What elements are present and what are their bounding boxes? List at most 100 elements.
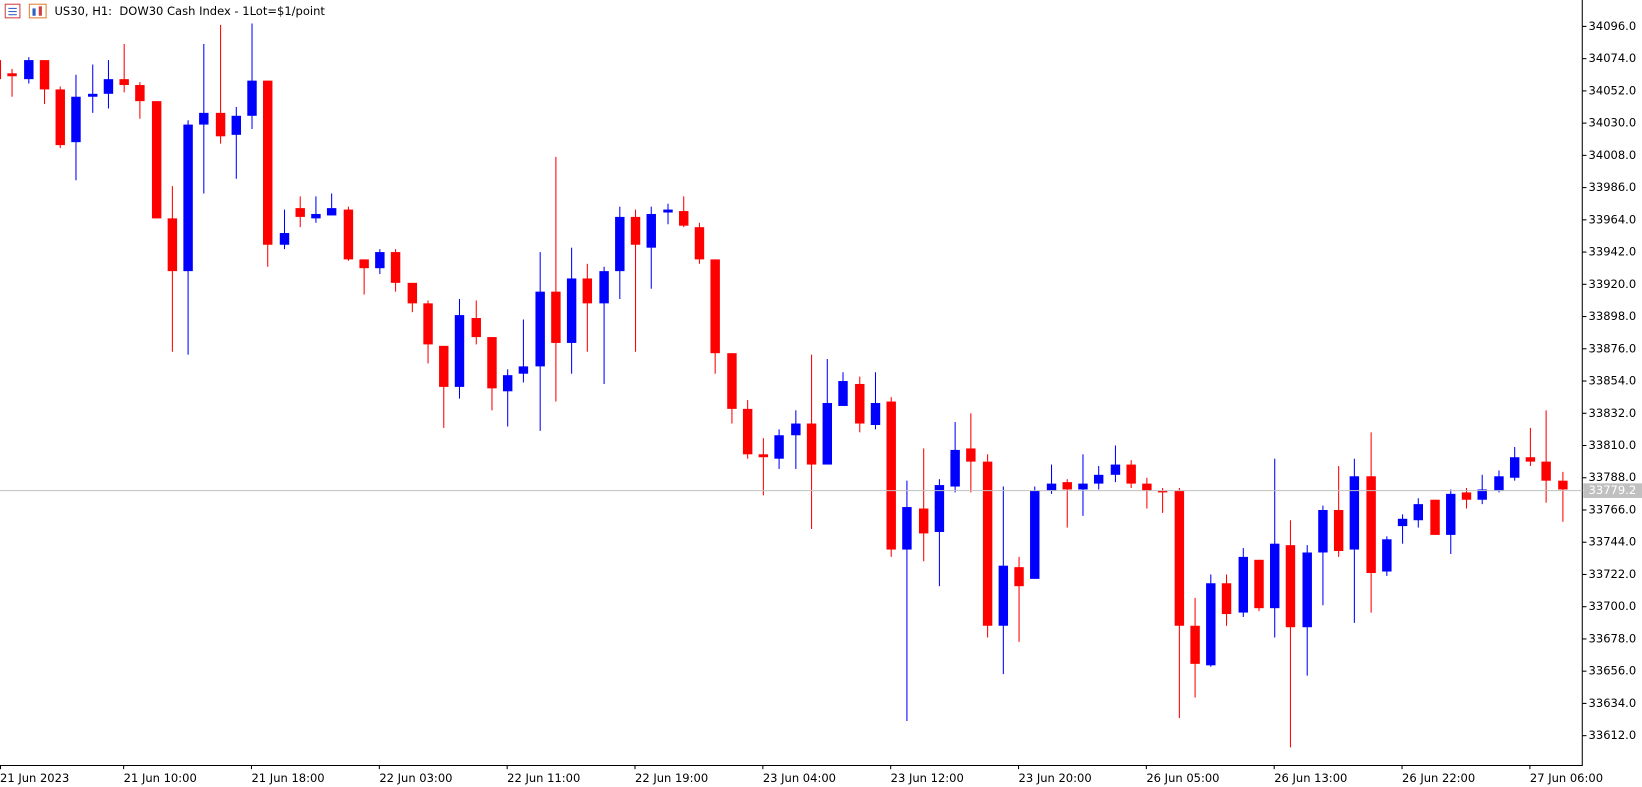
candle-body: [295, 208, 305, 217]
candle-body: [855, 383, 865, 424]
current-price-label: 33779.2: [1589, 483, 1637, 497]
y-tick-label: 34052.0: [1589, 83, 1637, 97]
y-tick-label: 33942.0: [1589, 245, 1637, 259]
candle-body: [870, 403, 881, 425]
chart-title: US30, H1: DOW30 Cash Index - 1Lot=$1/poi…: [54, 4, 325, 18]
candle-body: [326, 208, 337, 216]
candle-body: [1558, 480, 1568, 490]
y-tick-label: 33986.0: [1589, 180, 1637, 194]
x-tick-label: 21 Jun 2023: [0, 771, 69, 785]
candle-body: [1093, 474, 1104, 484]
candle-body: [1366, 476, 1376, 573]
candle-body: [390, 252, 401, 283]
y-tick-label: 33766.0: [1589, 502, 1637, 516]
icon-bar: [32, 8, 36, 16]
y-tick-label: 33788.0: [1589, 470, 1637, 484]
current-price-box: [1583, 483, 1642, 498]
candle-body: [454, 315, 465, 387]
candle-body: [343, 209, 354, 260]
candle-body: [1126, 464, 1136, 484]
candle-body: [950, 449, 960, 487]
candle-body: [1062, 482, 1072, 490]
candle-body: [88, 93, 98, 97]
candle-body: [1318, 509, 1328, 553]
candle-body: [423, 303, 433, 345]
y-tick-label: 33810.0: [1589, 438, 1637, 452]
candle-body: [902, 507, 912, 550]
candle-body: [1254, 559, 1264, 609]
candle-body: [727, 353, 737, 409]
candle-body: [918, 508, 929, 534]
x-tick-label: 21 Jun 18:00: [251, 771, 324, 785]
candle-body: [151, 101, 162, 219]
candle-body: [615, 216, 625, 272]
y-tick-label: 33678.0: [1589, 631, 1637, 645]
candle-body: [742, 408, 753, 455]
x-tick-label: 23 Jun 12:00: [891, 771, 964, 785]
candle-body: [247, 80, 257, 116]
candle-body: [758, 454, 769, 458]
candle-body: [439, 345, 449, 387]
candle-body: [1461, 492, 1472, 500]
candle-body: [1157, 490, 1168, 493]
candle-body: [535, 291, 545, 367]
candle-body: [471, 318, 481, 338]
candle-body: [7, 73, 17, 77]
candle-body: [1078, 483, 1088, 490]
candle-body: [966, 448, 976, 462]
candle-body: [599, 271, 609, 304]
y-tick-label: 33832.0: [1589, 406, 1637, 420]
candle-body: [1382, 539, 1392, 572]
y-tick-label: 33898.0: [1589, 309, 1637, 323]
candle-body: [502, 375, 513, 392]
candle-body: [487, 337, 497, 389]
candle-body: [359, 259, 369, 269]
y-tick-label: 34030.0: [1589, 116, 1637, 130]
x-tick-label: 22 Jun 11:00: [507, 771, 580, 785]
candle-body: [215, 112, 226, 137]
x-tick-label: 23 Jun 04:00: [763, 771, 836, 785]
candle-body: [407, 282, 418, 304]
candle-body: [1014, 567, 1024, 587]
x-tick-label: 26 Jun 22:00: [1402, 771, 1475, 785]
y-tick-label: 34008.0: [1589, 148, 1637, 162]
x-tick-label: 22 Jun 03:00: [379, 771, 452, 785]
candle-body: [710, 259, 720, 354]
candle-body: [1206, 583, 1216, 666]
x-tick-label: 26 Jun 13:00: [1274, 771, 1347, 785]
candle-body: [934, 485, 945, 532]
candles: [0, 23, 1568, 748]
y-tick-label: 33700.0: [1589, 599, 1637, 613]
candle-body: [1525, 457, 1536, 462]
candle-body: [679, 211, 689, 226]
candle-body: [998, 565, 1009, 626]
x-tick-label: 27 Jun 06:00: [1530, 771, 1603, 785]
y-tick-label: 34096.0: [1589, 19, 1637, 33]
y-tick-label: 34074.0: [1589, 51, 1637, 65]
candle-body: [663, 209, 673, 213]
candle-body: [774, 435, 784, 459]
y-tick-label: 33656.0: [1589, 664, 1637, 678]
candle-body: [1509, 457, 1520, 478]
y-tick-label: 33634.0: [1589, 696, 1637, 710]
candle-body: [1238, 556, 1249, 613]
candle-body: [646, 213, 656, 248]
candle-body: [1477, 489, 1487, 500]
x-tick-label: 23 Jun 20:00: [1019, 771, 1092, 785]
candle-body: [1190, 625, 1200, 664]
candle-body: [630, 216, 641, 245]
x-tick-label: 22 Jun 19:00: [635, 771, 708, 785]
candle-body: [582, 278, 593, 304]
candle-body: [1110, 464, 1121, 475]
candle-body: [551, 291, 561, 343]
candle-body: [55, 89, 65, 146]
candle-body: [791, 423, 801, 436]
candle-body: [375, 252, 385, 269]
candle-body: [231, 115, 242, 135]
candle-body: [0, 60, 2, 80]
x-tick-label: 26 Jun 05:00: [1146, 771, 1219, 785]
candle-body: [1541, 461, 1551, 481]
candle-body: [886, 401, 896, 550]
